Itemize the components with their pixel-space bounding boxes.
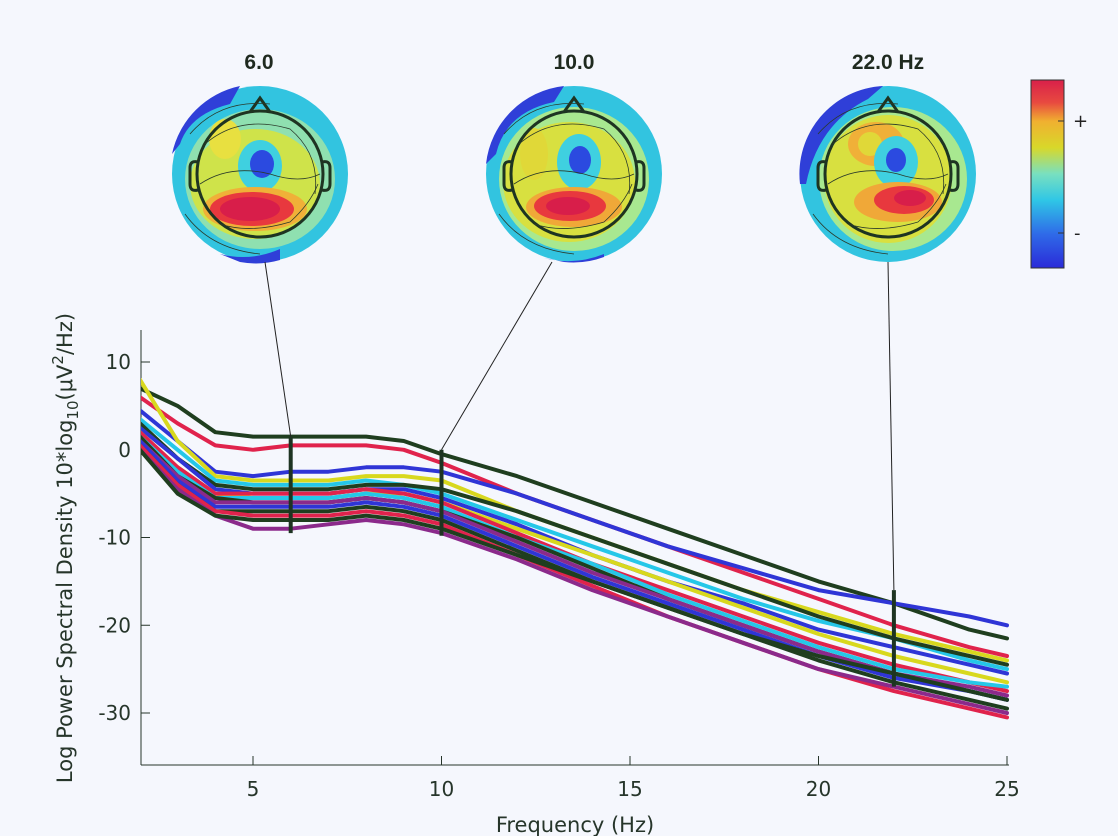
- topomap-2: [486, 86, 662, 263]
- y-tick-label: -20: [98, 613, 131, 637]
- y-axis-label-sup: 2: [49, 355, 67, 365]
- colorbar-plus-label: +: [1073, 111, 1088, 132]
- y-tick-label: -30: [98, 701, 131, 725]
- x-tick-label: 25: [994, 777, 1019, 801]
- topomap-1: [172, 86, 348, 264]
- x-tick-label: 5: [247, 777, 260, 801]
- y-axis-label-suffix: /Hz): [53, 313, 77, 355]
- x-tick-label: 20: [806, 777, 831, 801]
- colorbar: + -: [1030, 79, 1088, 269]
- plot-axes: [140, 330, 1009, 766]
- y-tick-label: -10: [98, 526, 131, 550]
- series-layer: [141, 377, 1009, 720]
- topomap-3: [799, 86, 976, 262]
- psd-series-line-7: [141, 426, 1009, 676]
- marker-layer: [264, 261, 896, 687]
- topomap-connector-2: [441, 261, 553, 451]
- x-ticks: 5 10 15 20 25: [247, 756, 1020, 801]
- x-axis-label: Frequency (Hz): [496, 813, 654, 836]
- topomap-title-1: 6.0: [244, 51, 273, 74]
- y-axis-label-mid: (μV: [53, 364, 77, 401]
- y-axis-label-sub: 10: [64, 400, 82, 419]
- x-tick-label: 15: [617, 777, 642, 801]
- topomap-connector-1: [264, 261, 292, 437]
- topomap-title-2: 10.0: [554, 51, 595, 74]
- y-axis-label-prefix: Log Power Spectral Density 10*log: [53, 420, 77, 783]
- y-tick-label: 0: [118, 438, 131, 462]
- topomap-title-3: 22.0 Hz: [852, 51, 924, 74]
- colorbar-minus-label: -: [1074, 223, 1081, 244]
- psd-series-line-3: [141, 408, 1009, 628]
- y-ticks: 10 0 -10 -20 -30: [98, 350, 150, 725]
- x-tick-label: 10: [429, 777, 454, 801]
- y-axis-label: Log Power Spectral Density 10*log10(μV2/…: [49, 313, 82, 783]
- y-tick-label: 10: [106, 350, 131, 374]
- topomap-connector-3: [887, 261, 895, 591]
